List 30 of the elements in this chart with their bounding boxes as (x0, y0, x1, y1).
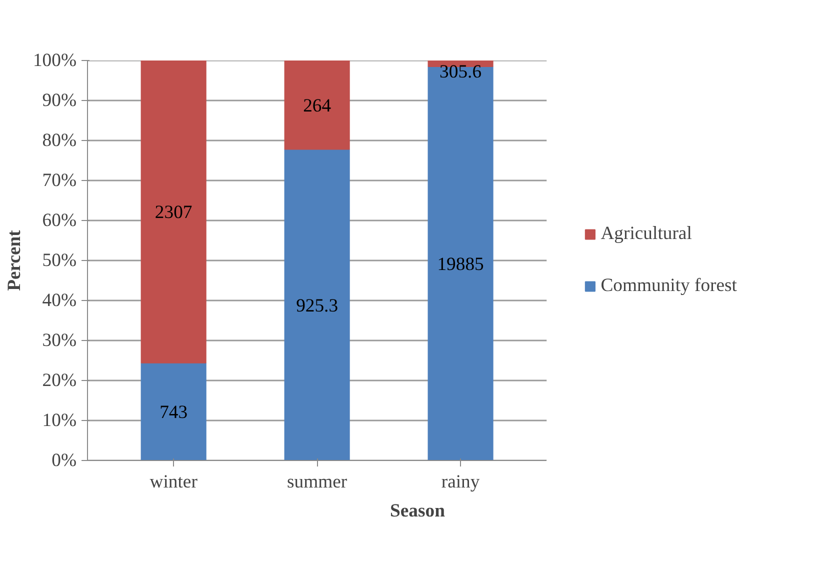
legend-label: Community forest (600, 275, 737, 297)
bar (284, 60, 350, 150)
y-tick-label: 60% (42, 210, 77, 231)
annotation: 19885 (437, 254, 484, 275)
annotation: 264 (303, 95, 332, 116)
y-tick-label: 50% (42, 250, 77, 271)
y-tick-label: 30% (42, 330, 77, 351)
x-tick-label: rainy (441, 472, 480, 492)
annotation: 305.6 (440, 62, 482, 82)
bar (428, 60, 494, 67)
bar (140, 60, 206, 364)
y-tick-label: 10% (42, 410, 77, 431)
y-tick-label: 0% (52, 450, 77, 471)
x-tick-label: winter (150, 472, 198, 492)
y-tick-label: 80% (42, 130, 77, 151)
y-tick-label: 20% (42, 370, 77, 391)
annotation: 925.3 (296, 295, 338, 316)
x-tick-label: summer (287, 472, 348, 492)
legend-label: Agricultural (600, 223, 692, 245)
annotation: 2307 (154, 202, 192, 224)
y-tick-label: 70% (42, 170, 77, 191)
y-tick-label: 100% (32, 50, 77, 71)
y-axis-title: Percent (4, 229, 25, 291)
x-axis-title: Season (390, 500, 446, 522)
annotation: 743 (160, 402, 188, 424)
bar (428, 66, 494, 460)
y-tick-label: 90% (42, 90, 77, 111)
bar (284, 148, 350, 460)
bar (140, 362, 206, 460)
y-tick-label: 40% (42, 290, 77, 311)
